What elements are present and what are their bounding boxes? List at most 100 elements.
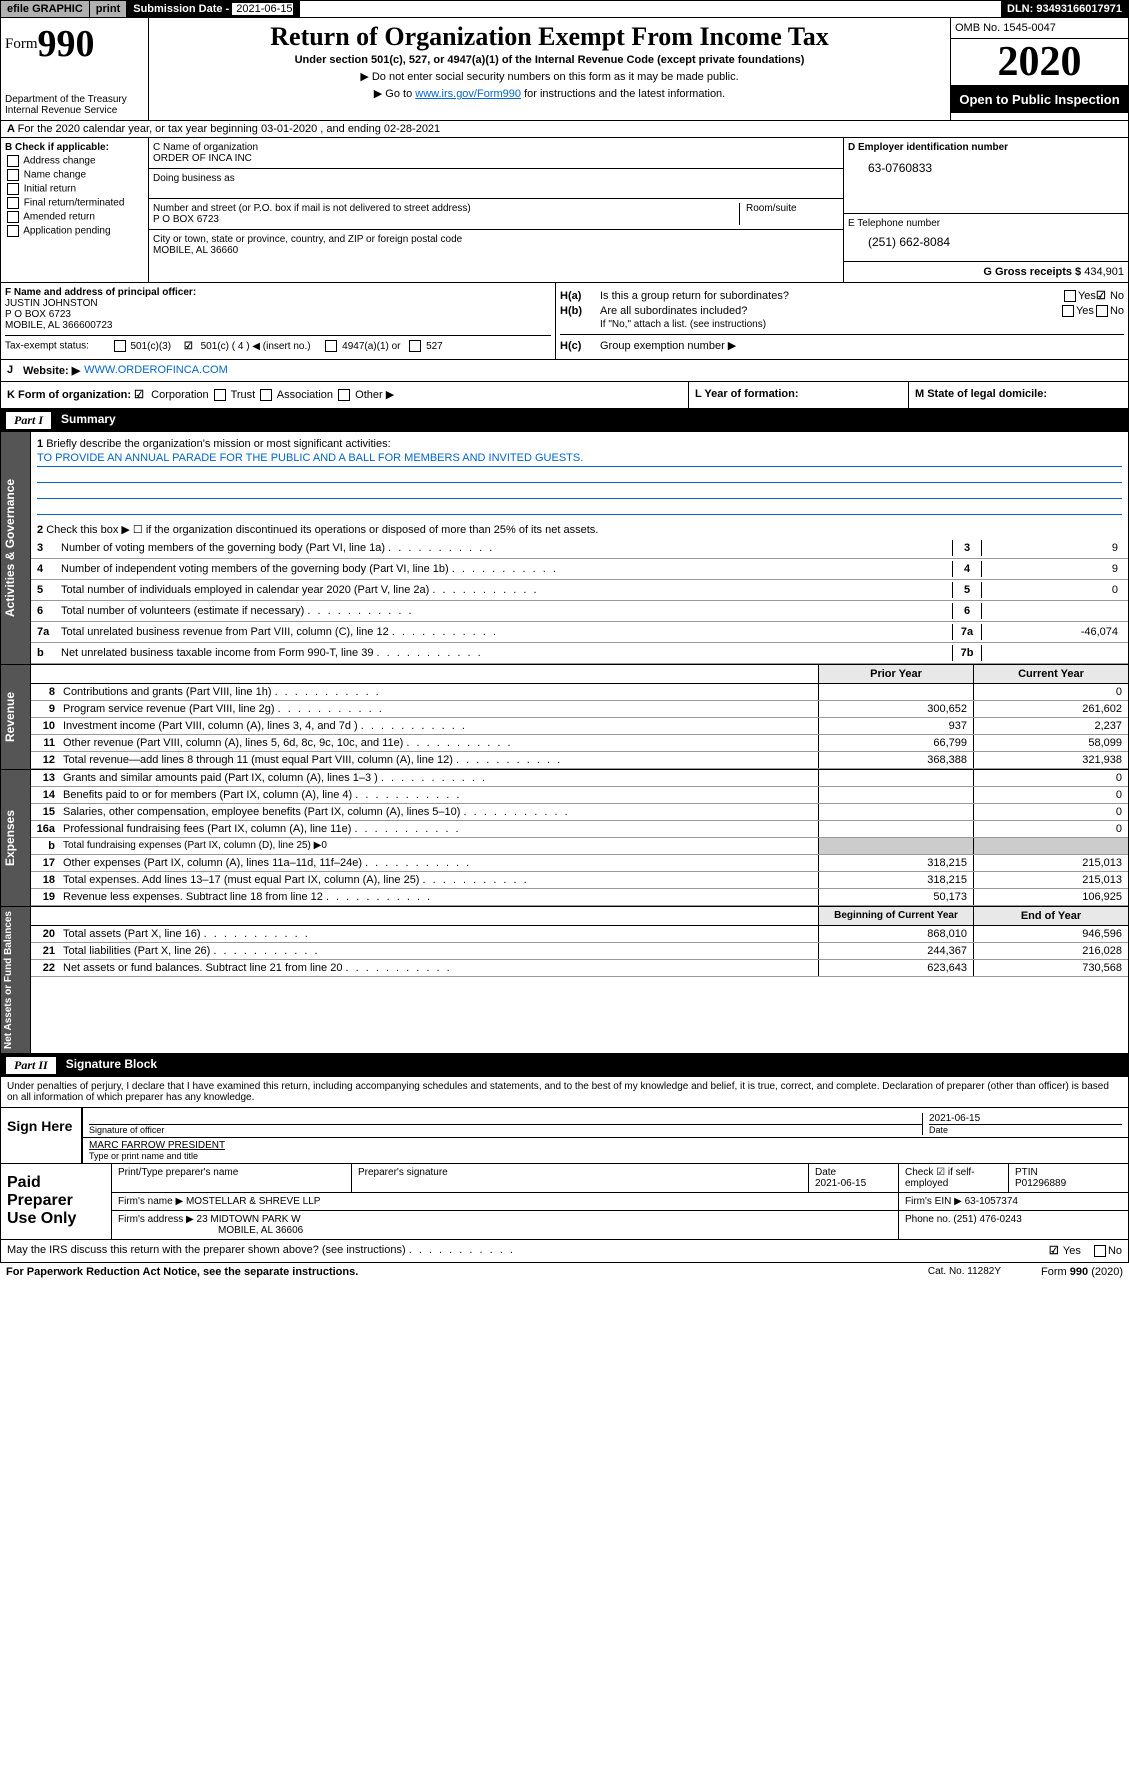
right-header-box: OMB No. 1545-0047 2020 Open to Public In…: [950, 18, 1128, 120]
revenue-line-10: 10Investment income (Part VIII, column (…: [31, 718, 1128, 735]
other-check[interactable]: [338, 389, 350, 401]
ein-phone-col: D Employer identification number 63-0760…: [843, 138, 1128, 282]
expense-line-17: 17Other expenses (Part IX, column (A), l…: [31, 855, 1128, 872]
expense-line-14: 14Benefits paid to or for members (Part …: [31, 787, 1128, 804]
amended-return-check[interactable]: Amended return: [5, 211, 144, 223]
hb-yes-check[interactable]: [1062, 305, 1074, 317]
firm-phone: (251) 476-0243: [953, 1214, 1021, 1225]
title-box: Return of Organization Exempt From Incom…: [149, 18, 950, 120]
revenue-line-9: 9Program service revenue (Part VIII, lin…: [31, 701, 1128, 718]
preparer-date: 2021-06-15: [815, 1178, 866, 1189]
dept-label: Department of the Treasury Internal Reve…: [5, 94, 144, 116]
dba-box: Doing business as: [149, 169, 843, 199]
final-return-check[interactable]: Final return/terminated: [5, 197, 144, 209]
discuss-no-check[interactable]: [1094, 1245, 1106, 1257]
assoc-check[interactable]: [260, 389, 272, 401]
sign-date: 2021-06-15: [929, 1113, 1122, 1124]
discuss-yes-check[interactable]: ☑: [1049, 1244, 1063, 1258]
revenue-col-headers: Prior Year Current Year: [31, 665, 1128, 684]
firm-city: MOBILE, AL 36606: [218, 1225, 303, 1236]
netassets-col-headers: Beginning of Current Year End of Year: [31, 907, 1128, 926]
hb-no-check[interactable]: [1096, 305, 1108, 317]
trust-check[interactable]: [214, 389, 226, 401]
netassets-side-label: Net Assets or Fund Balances: [1, 907, 31, 1053]
irs-link[interactable]: www.irs.gov/Form990: [415, 88, 521, 100]
addr-change-check[interactable]: Address change: [5, 155, 144, 167]
paid-preparer-section: Paid Preparer Use Only Print/Type prepar…: [0, 1164, 1129, 1240]
firm-ein: 63-1057374: [965, 1196, 1018, 1207]
gross-receipts: G Gross receipts $ 434,901: [844, 262, 1128, 282]
form-number-box: Form990 Department of the Treasury Inter…: [1, 18, 149, 120]
part-1-header: Part I Summary: [0, 409, 1129, 432]
omb-number: OMB No. 1545-0047: [951, 18, 1128, 39]
name-change-check[interactable]: Name change: [5, 169, 144, 181]
initial-return-check[interactable]: Initial return: [5, 183, 144, 195]
expense-line-16a: 16aProfessional fundraising fees (Part I…: [31, 821, 1128, 838]
subtitle: Under section 501(c), 527, or 4947(a)(1)…: [157, 54, 942, 66]
gov-line3: 3Number of voting members of the governi…: [31, 538, 1128, 559]
officer-name: MARC FARROW PRESIDENT: [89, 1140, 1122, 1151]
expense-line-13: 13Grants and similar amounts paid (Part …: [31, 770, 1128, 787]
section-bcd: B Check if applicable: Address change Na…: [0, 138, 1129, 283]
main-title: Return of Organization Exempt From Incom…: [157, 22, 942, 52]
top-toolbar: efile GRAPHIC print Submission Date - 20…: [0, 0, 1129, 18]
app-pending-check[interactable]: Application pending: [5, 225, 144, 237]
part-1-netassets: Net Assets or Fund Balances Beginning of…: [0, 907, 1129, 1054]
check-if-applicable: B Check if applicable: Address change Na…: [1, 138, 149, 282]
revenue-line-8: 8Contributions and grants (Part VIII, li…: [31, 684, 1128, 701]
dln-label: DLN: 93493166017971: [1001, 1, 1128, 17]
gov-line7a: 7aTotal unrelated business revenue from …: [31, 622, 1128, 643]
website-row: J Website: ▶ WWW.ORDEROFINCA.COM: [0, 360, 1129, 382]
submission-date-label: Submission Date - 2021-06-15: [127, 1, 299, 17]
instruction-1: ▶ Do not enter social security numbers o…: [157, 70, 942, 83]
phone-value: (251) 662-8084: [868, 235, 1124, 249]
efile-button[interactable]: efile GRAPHIC: [1, 1, 90, 17]
section-fh: F Name and address of principal officer:…: [0, 283, 1129, 360]
firm-name: MOSTELLAR & SHREVE LLP: [186, 1196, 321, 1207]
print-button[interactable]: print: [90, 1, 127, 17]
address-box: Number and street (or P.O. box if mail i…: [149, 199, 843, 230]
gov-line5: 5Total number of individuals employed in…: [31, 580, 1128, 601]
expense-line-18: 18Total expenses. Add lines 13–17 (must …: [31, 872, 1128, 889]
sign-here-section: Sign Here Signature of officer 2021-06-1…: [0, 1108, 1129, 1164]
open-to-public: Open to Public Inspection: [951, 86, 1128, 113]
part-1-governance: Activities & Governance 1 Briefly descri…: [0, 432, 1129, 665]
ptin-value: P01296889: [1015, 1178, 1066, 1189]
expenses-side-label: Expenses: [1, 770, 31, 906]
principal-officer: F Name and address of principal officer:…: [1, 283, 556, 359]
expense-line-16b: b Total fundraising expenses (Part IX, c…: [31, 838, 1128, 855]
expense-line-19: 19Revenue less expenses. Subtract line 1…: [31, 889, 1128, 906]
org-name-box: C Name of organization ORDER OF INCA INC: [149, 138, 843, 169]
discuss-row: May the IRS discuss this return with the…: [0, 1240, 1129, 1263]
instruction-2: ▶ Go to www.irs.gov/Form990 for instruct…: [157, 87, 942, 100]
ha-no-check[interactable]: ☑: [1096, 289, 1110, 303]
org-info-col: C Name of organization ORDER OF INCA INC…: [149, 138, 843, 282]
sign-here-label: Sign Here: [1, 1108, 81, 1163]
corp-check[interactable]: ☑: [134, 388, 148, 402]
org-city: MOBILE, AL 36660: [153, 245, 839, 256]
gov-line6: 6Total number of volunteers (estimate if…: [31, 601, 1128, 622]
state-domicile: M State of legal domicile:: [908, 382, 1128, 408]
part-1-revenue: Revenue Prior Year Current Year 8Contrib…: [0, 665, 1129, 770]
form-footer: For Paperwork Reduction Act Notice, see …: [0, 1263, 1129, 1281]
group-return-col: H(a) Is this a group return for subordin…: [556, 283, 1128, 359]
firm-address: 23 MIDTOWN PARK W: [197, 1214, 301, 1225]
revenue-line-12: 12Total revenue—add lines 8 through 11 (…: [31, 752, 1128, 769]
tax-year-line: A For the 2020 calendar year, or tax yea…: [0, 121, 1129, 138]
gov-line7b: bNet unrelated business taxable income f…: [31, 643, 1128, 664]
phone-box: E Telephone number (251) 662-8084: [844, 214, 1128, 262]
expense-line-15: 15Salaries, other compensation, employee…: [31, 804, 1128, 821]
ha-yes-check[interactable]: [1064, 290, 1076, 302]
netassets-line-20: 20Total assets (Part X, line 16) 868,010…: [31, 926, 1128, 943]
mission-text: TO PROVIDE AN ANNUAL PARADE FOR THE PUBL…: [37, 450, 1122, 467]
perjury-statement: Under penalties of perjury, I declare th…: [0, 1077, 1129, 1108]
ein-box: D Employer identification number 63-0760…: [844, 138, 1128, 214]
part-1-expenses: Expenses 13Grants and similar amounts pa…: [0, 770, 1129, 907]
website-link[interactable]: WWW.ORDEROFINCA.COM: [84, 364, 228, 377]
netassets-line-21: 21Total liabilities (Part X, line 26) 24…: [31, 943, 1128, 960]
tax-status-label: Tax-exempt status:: [5, 341, 89, 352]
year-formation: L Year of formation:: [688, 382, 908, 408]
governance-side-label: Activities & Governance: [1, 432, 31, 664]
revenue-side-label: Revenue: [1, 665, 31, 769]
room-suite: Room/suite: [739, 203, 839, 225]
